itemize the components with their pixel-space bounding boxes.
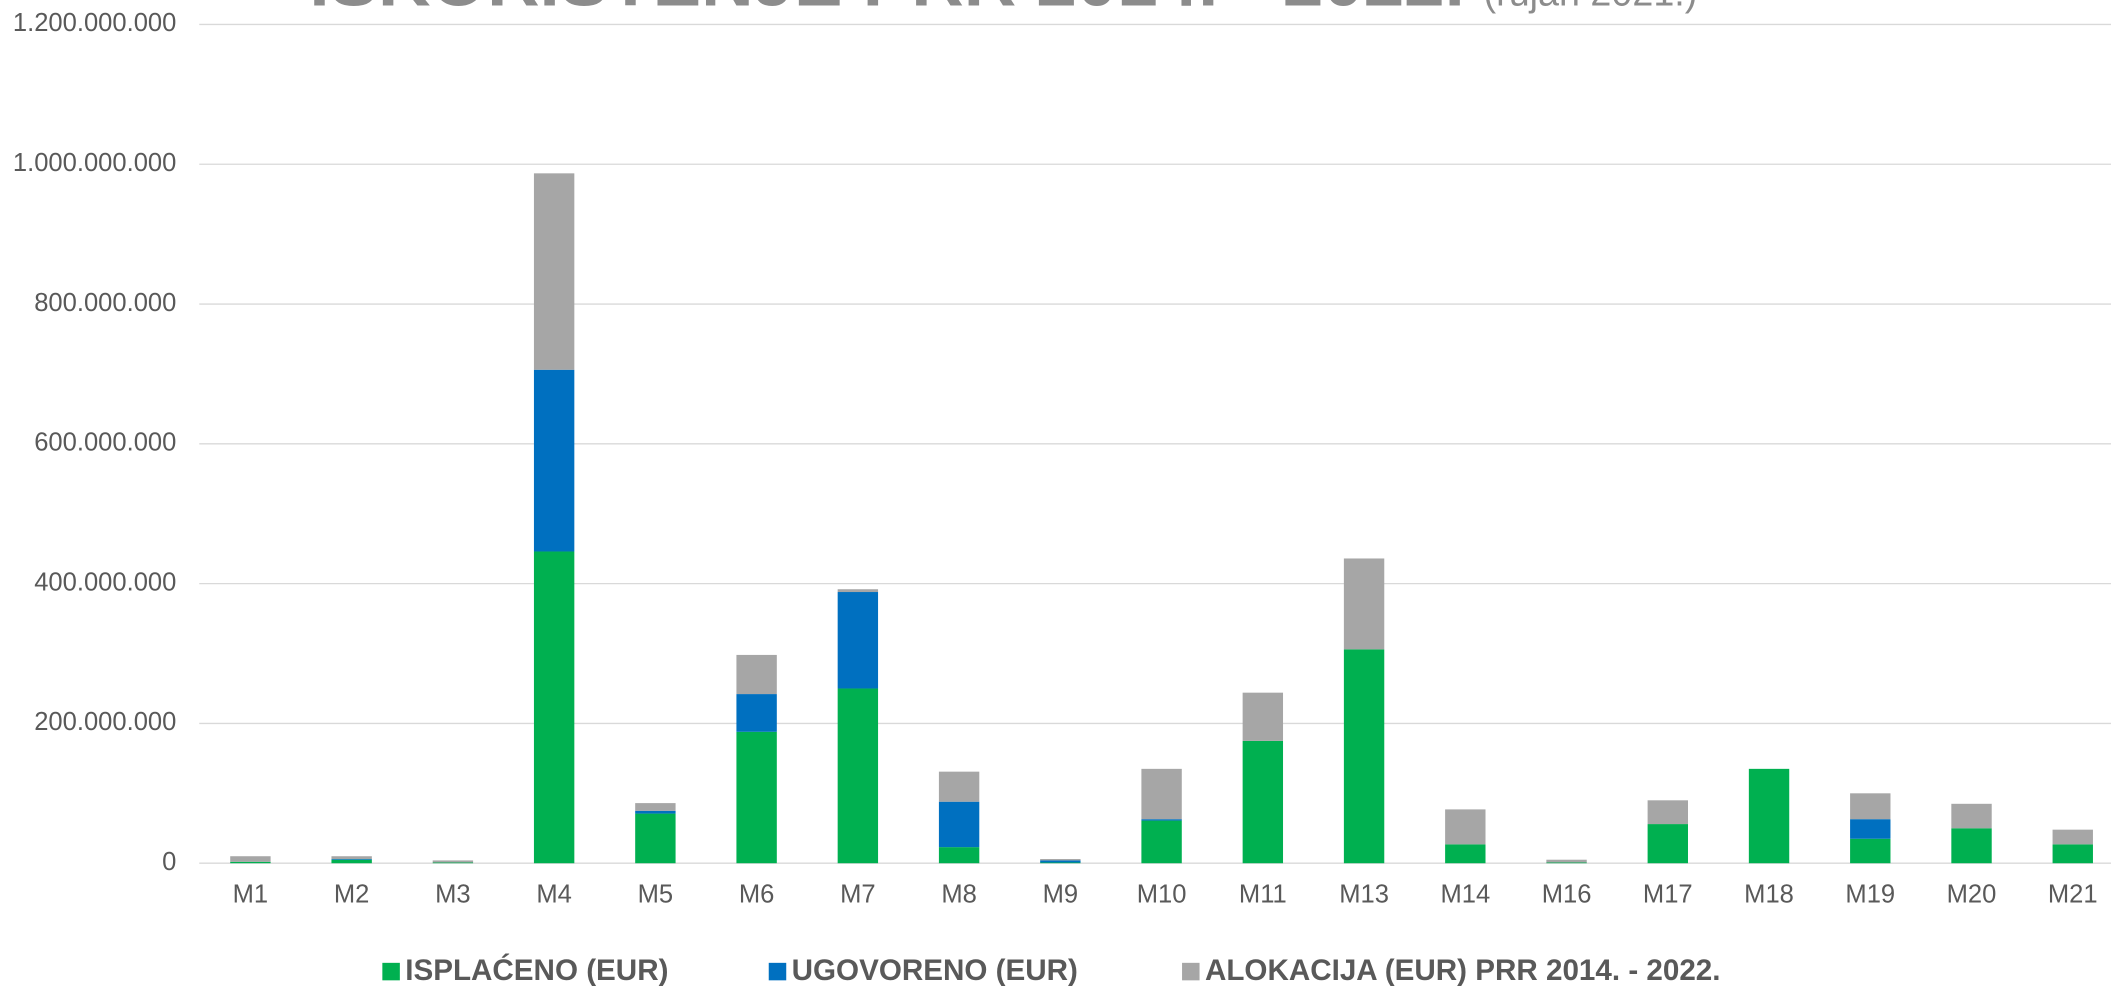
- bar-segment: [1242, 740, 1284, 864]
- x-tick-label: M7: [840, 880, 876, 908]
- bar-segment: [1343, 558, 1385, 650]
- bar-segment: [1445, 844, 1486, 864]
- x-tick-label: M5: [638, 880, 674, 908]
- x-tick-label: M19: [1845, 880, 1895, 908]
- bar-segment: [533, 369, 575, 552]
- x-tick-label: M6: [739, 880, 775, 908]
- y-tick-label: 1.000.000.000: [13, 149, 176, 177]
- bar-segment: [1850, 838, 1891, 864]
- bar-segment: [635, 810, 676, 814]
- x-tick-label: M2: [334, 880, 370, 908]
- y-tick-label: 0: [162, 848, 176, 876]
- bar-segment: [1343, 649, 1385, 864]
- legend-swatch: [1182, 962, 1200, 981]
- bar-segment: [736, 731, 777, 864]
- chart-title: ISKORIŠTENJE PRR 2014. - 2022.: [309, 0, 1464, 22]
- x-tick-label: M18: [1744, 880, 1794, 908]
- bar-segment: [1647, 824, 1688, 864]
- bar-segment: [1040, 862, 1081, 864]
- bar-segment: [1141, 819, 1182, 821]
- legend-swatch: [382, 962, 400, 981]
- x-tick-label: M3: [435, 880, 471, 908]
- bar-segment: [938, 847, 980, 864]
- bar-segment: [432, 862, 474, 864]
- x-tick-label: M14: [1440, 880, 1490, 908]
- bar-segment: [938, 801, 980, 848]
- chart-subtitle: (rujan 2021.): [1484, 0, 1698, 14]
- x-tick-label: M17: [1643, 880, 1693, 908]
- bar-segment: [1951, 803, 1992, 829]
- bar-segment: [1748, 768, 1790, 864]
- x-tick-label: M20: [1947, 880, 1997, 908]
- x-tick-label: M21: [2048, 880, 2098, 908]
- bar-segment: [837, 688, 879, 864]
- bar-segment: [1546, 862, 1587, 864]
- bar-segment: [938, 771, 980, 802]
- bar-segment: [1040, 859, 1081, 861]
- bar-segment: [1850, 793, 1891, 820]
- bar-segment: [432, 860, 474, 863]
- legend-label: UGOVORENO (EUR): [792, 954, 1078, 987]
- legend-label: ISPLAĆENO (EUR): [405, 953, 668, 987]
- bar-segment: [533, 551, 575, 864]
- bar-segment: [1951, 828, 1992, 864]
- bar-segment: [1546, 859, 1587, 863]
- bar-segment: [2052, 844, 2093, 864]
- bar-segment: [533, 173, 575, 370]
- bar-segment: [1242, 692, 1284, 741]
- x-tick-label: M13: [1339, 880, 1389, 908]
- bar-segment: [837, 592, 879, 689]
- x-tick-label: M10: [1137, 880, 1187, 908]
- y-tick-label: 800.000.000: [34, 289, 176, 317]
- bar-segment: [1850, 819, 1891, 839]
- bar-segment: [736, 654, 777, 695]
- y-tick-label: 1.200.000.000: [13, 9, 176, 37]
- x-tick-label: M8: [941, 880, 977, 908]
- bar-segment: [1445, 809, 1486, 845]
- bar-segment: [230, 856, 271, 862]
- bar-segment: [736, 694, 777, 732]
- x-tick-label: M11: [1239, 880, 1287, 908]
- bar-segment: [2052, 829, 2093, 845]
- bar-segment: [331, 859, 372, 860]
- y-tick-label: 200.000.000: [34, 708, 176, 736]
- bar-segment: [331, 859, 372, 864]
- bar-segment: [1141, 820, 1182, 864]
- bar-segment: [331, 856, 372, 860]
- bar-segment: [635, 803, 676, 811]
- bar-segment: [1141, 768, 1182, 820]
- bar-segment: [635, 813, 676, 864]
- x-tick-label: M16: [1542, 880, 1592, 908]
- bar-segment: [837, 589, 879, 593]
- x-tick-label: M4: [536, 880, 572, 908]
- bar-segment: [1647, 800, 1688, 825]
- y-tick-label: 400.000.000: [34, 568, 176, 596]
- legend-label: ALOKACIJA (EUR) PRR 2014. - 2022.: [1205, 954, 1721, 987]
- x-tick-label: M9: [1043, 880, 1079, 908]
- bar-segment: [230, 861, 271, 864]
- legend-swatch: [768, 962, 787, 981]
- x-tick-label: M1: [233, 880, 269, 908]
- y-tick-label: 600.000.000: [34, 429, 176, 457]
- bar-segment: [1040, 860, 1081, 863]
